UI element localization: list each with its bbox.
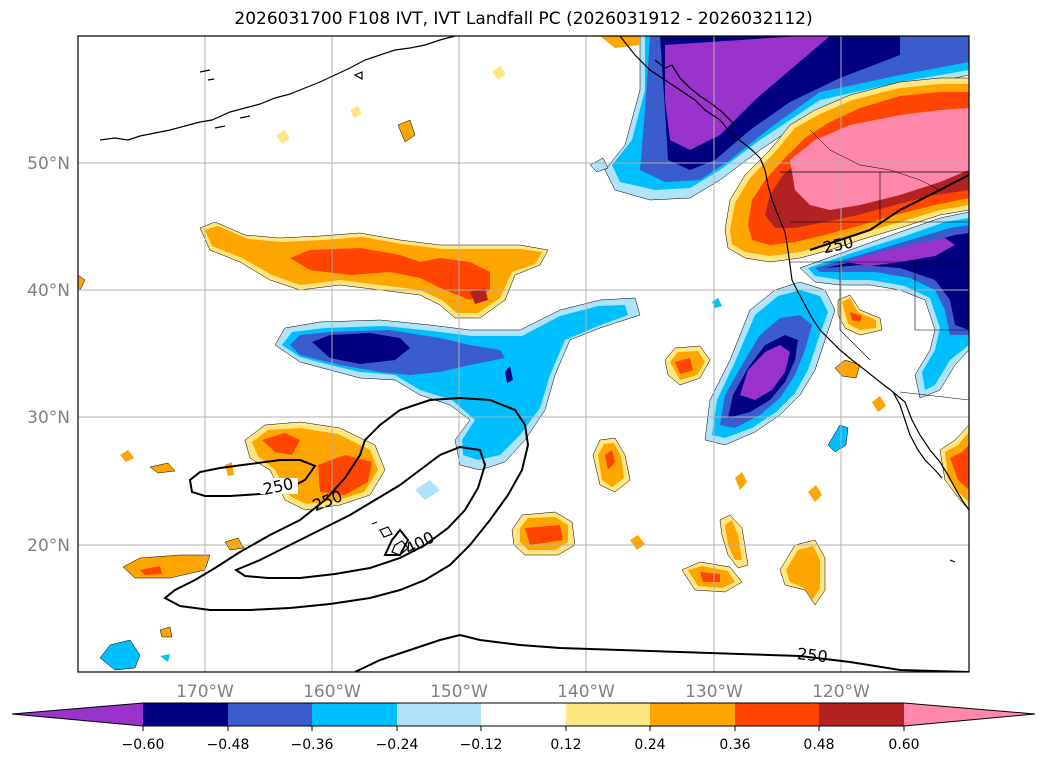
lon-label-120w: 120°W: [812, 682, 870, 702]
contour-label-250-c: 250: [796, 644, 828, 666]
map-frame: [77, 35, 970, 673]
colorbar-cell-5: [481, 703, 566, 726]
colorbar-tick-2: −0.36: [291, 737, 334, 753]
colorbar-cell-8: [735, 703, 819, 726]
coastlines: [99, 36, 969, 563]
contour-label-400: 400: [402, 527, 438, 558]
lat-label-30n: 30°N: [27, 408, 70, 428]
latitude-labels: 50°N 40°N 30°N 20°N: [27, 154, 70, 556]
map-fill-layer: [78, 36, 969, 671]
colorbar-tick-9: 0.60: [888, 737, 919, 753]
colorbar-cell-9: [819, 703, 904, 726]
colorbar-cell-2: [228, 703, 312, 726]
ivt-contours: [163, 174, 969, 672]
lon-label-130w: 130°W: [685, 682, 743, 702]
negative-anomaly-california: [704, 281, 849, 453]
positive-anomaly-northwest: [724, 77, 969, 263]
lon-label-150w: 150°W: [430, 682, 488, 702]
colorbar-tick-5: 0.12: [550, 737, 581, 753]
lon-label-160w: 160°W: [303, 682, 361, 702]
colorbar-tick-0: −0.60: [122, 737, 165, 753]
lat-label-20n: 20°N: [27, 536, 70, 556]
colorbar: −0.60 −0.48 −0.36 −0.24 −0.12 0.12 0.24 …: [11, 702, 1036, 753]
negative-anomaly-central-pacific: [99, 297, 641, 671]
colorbar-tick-7: 0.36: [719, 737, 750, 753]
colorbar-cell-0: [12, 703, 143, 726]
positive-anomaly-north-pacific: [78, 221, 549, 319]
negative-anomaly-inland-west: [799, 211, 969, 399]
colorbar-tick-1: −0.48: [207, 737, 250, 753]
colorbar-cell-4: [397, 703, 481, 726]
lon-label-170w: 170°W: [176, 682, 234, 702]
lon-label-140w: 140°W: [557, 682, 615, 702]
colorbar-cell-7: [650, 703, 735, 726]
longitude-labels: 170°W 160°W 150°W 140°W 130°W 120°W: [176, 682, 870, 702]
colorbar-tick-4: −0.12: [460, 737, 503, 753]
colorbar-cell-10: [904, 703, 1035, 726]
lat-label-40n: 40°N: [27, 281, 70, 301]
colorbar-tick-6: 0.24: [634, 737, 665, 753]
positive-anomaly-subtropical: [120, 421, 386, 638]
lat-label-50n: 50°N: [27, 154, 70, 174]
positive-anomaly-scattered: [276, 36, 969, 606]
colorbar-cell-6: [566, 703, 650, 726]
negative-anomaly-northwest: [589, 36, 969, 201]
colorbar-tick-3: −0.24: [376, 737, 419, 753]
gridlines: [78, 36, 969, 672]
colorbar-cell-3: [312, 703, 397, 726]
map-title: 2026031700 F108 IVT, IVT Landfall PC (20…: [234, 9, 813, 29]
colorbar-cell-1: [143, 703, 228, 726]
colorbar-tick-8: 0.48: [803, 737, 834, 753]
